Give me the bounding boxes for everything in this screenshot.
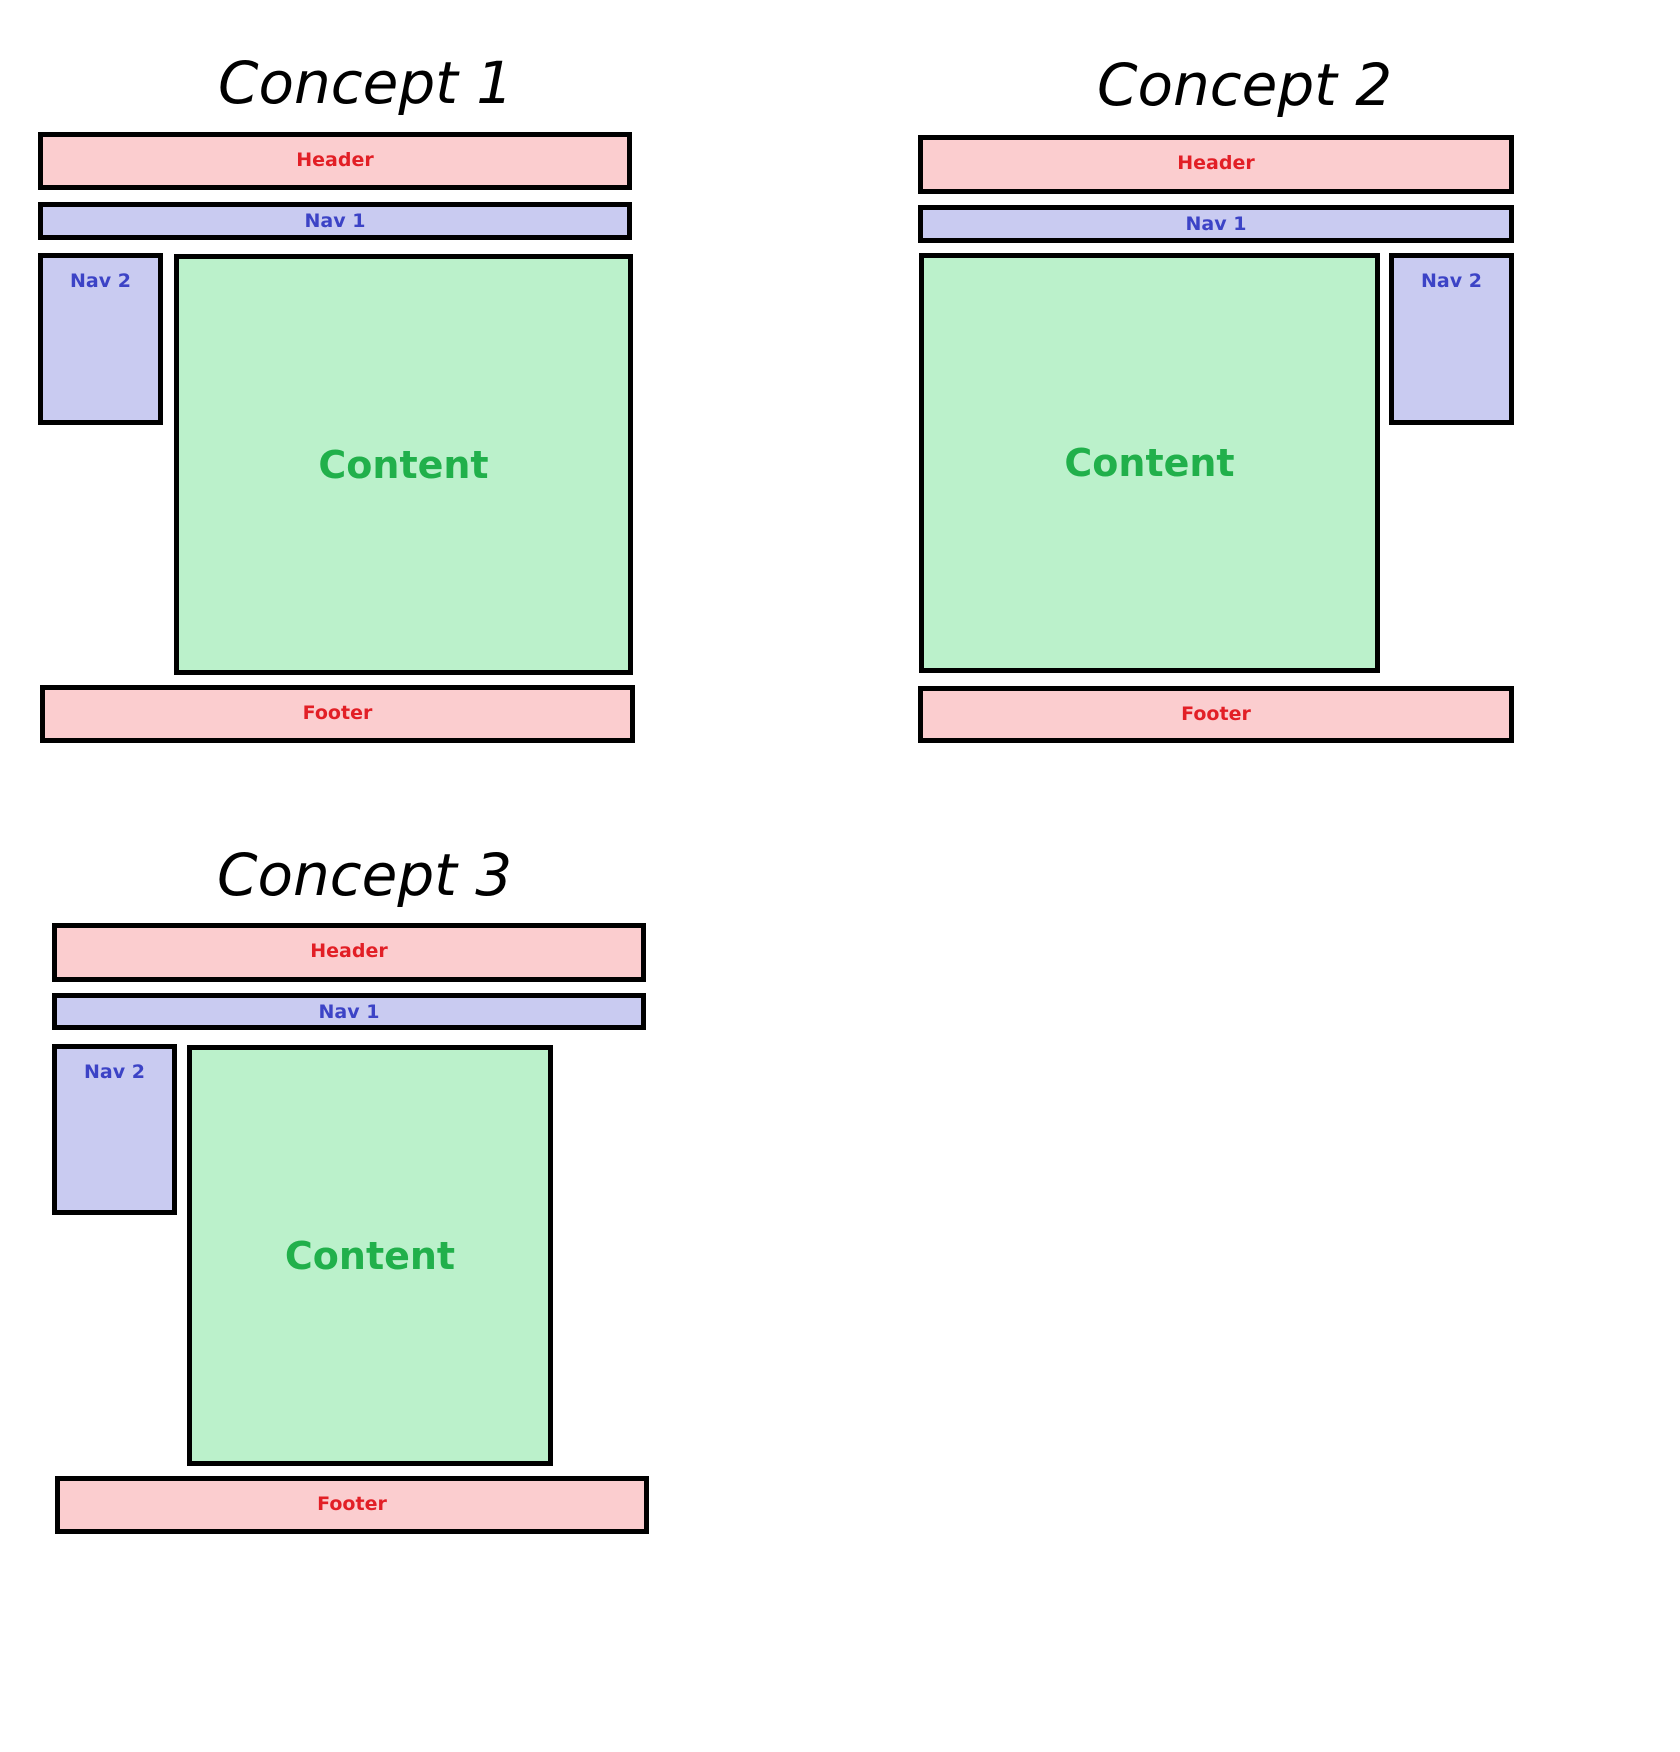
nav1-block: Nav 1	[38, 202, 632, 240]
nav1-block: Nav 1	[52, 993, 646, 1030]
nav2-block: Nav 2	[52, 1044, 177, 1215]
concept-title: Concept 3	[217, 841, 513, 909]
concept-title: Concept 2	[1097, 51, 1393, 119]
concept-title: Concept 1	[218, 49, 514, 117]
footer-block: Footer	[55, 1476, 649, 1534]
nav1-block: Nav 1	[918, 205, 1514, 243]
content-block: Content	[919, 253, 1380, 673]
footer-block: Footer	[918, 686, 1514, 743]
nav2-block: Nav 2	[38, 253, 163, 425]
header-block: Header	[918, 135, 1514, 194]
header-block: Header	[38, 132, 632, 190]
content-block: Content	[174, 254, 633, 675]
nav2-block: Nav 2	[1389, 253, 1514, 425]
header-block: Header	[52, 923, 646, 982]
content-block: Content	[187, 1045, 553, 1466]
footer-block: Footer	[40, 685, 635, 743]
